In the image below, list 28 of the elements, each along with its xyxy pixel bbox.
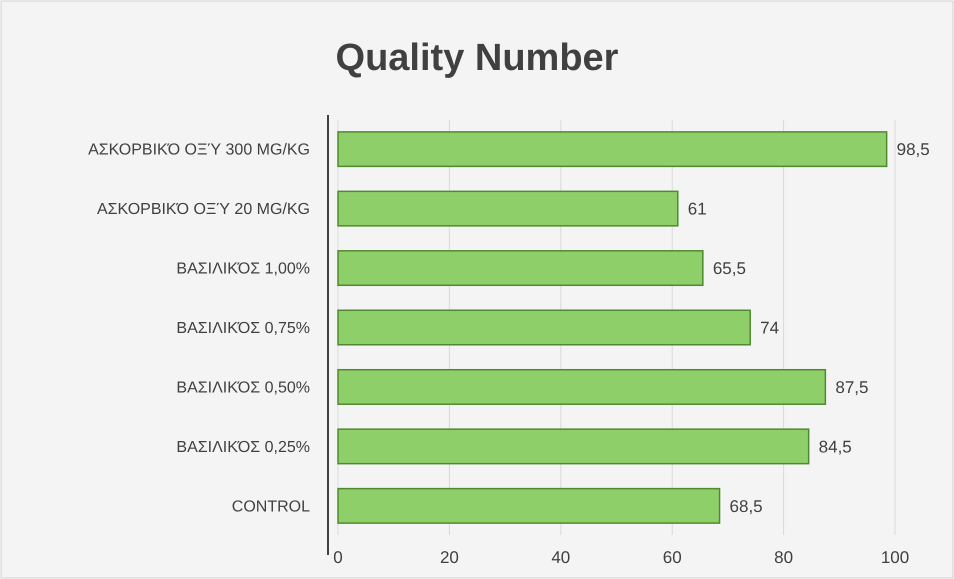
bar <box>337 310 751 346</box>
y-tick-label: ΑΣΚΟΡΒΙΚΌ ΟΞΎ 300 MG/KG <box>88 142 310 159</box>
bar <box>337 428 810 464</box>
y-tick-label: ΒΑΣΙΛΙΚΌΣ 1,00% <box>176 260 310 278</box>
x-tick-label: 20 <box>440 548 459 567</box>
bar <box>337 488 720 524</box>
x-tick-label: 40 <box>551 548 570 567</box>
data-label: 87,5 <box>835 378 868 397</box>
bar <box>337 190 679 227</box>
data-label: 98,5 <box>896 140 930 160</box>
bar <box>337 368 826 405</box>
data-label: 84,5 <box>818 437 852 456</box>
bar <box>337 131 888 168</box>
data-label: 68,5 <box>730 496 763 516</box>
x-tick-label: 100 <box>880 548 910 567</box>
x-tick-label: 60 <box>662 548 682 567</box>
data-label: 65,5 <box>712 258 746 278</box>
x-tick-label: 0 <box>333 548 343 567</box>
y-tick-label: ΒΑΣΙΛΙΚΌΣ 0,25% <box>176 439 310 456</box>
y-tick-label: ΒΑΣΙΛΙΚΌΣ 0,75% <box>176 320 310 338</box>
x-tick-label: 80 <box>774 548 794 567</box>
chart-title: Quality Number <box>336 37 619 79</box>
y-tick-label: ΑΣΚΟΡΒΙΚΌ ΟΞΎ 20 MG/KG <box>96 201 310 218</box>
data-label: 74 <box>760 318 780 338</box>
bar <box>337 250 704 286</box>
y-tick-label: ΒΑΣΙΛΙΚΌΣ 0,50% <box>176 380 310 397</box>
data-label: 61 <box>688 200 707 219</box>
y-tick-label: CONTROL <box>232 498 310 516</box>
